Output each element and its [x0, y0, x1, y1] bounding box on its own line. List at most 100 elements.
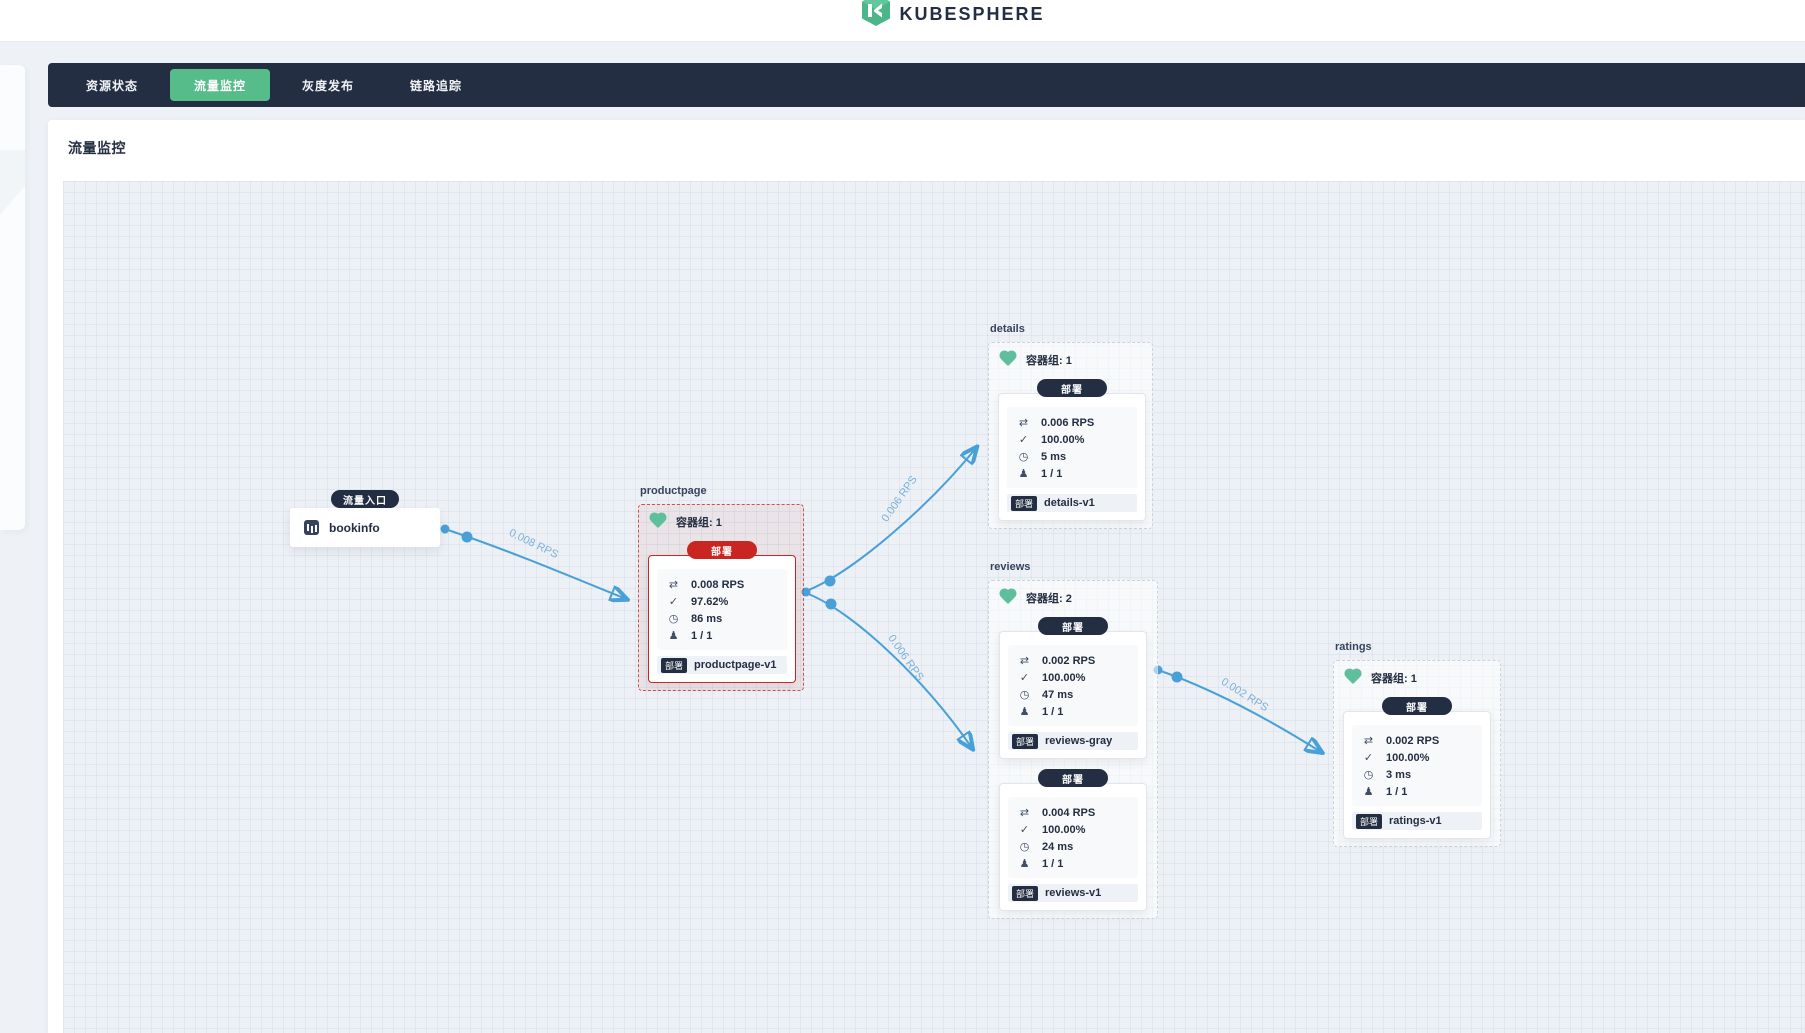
- kubesphere-logo-icon: [861, 0, 890, 26]
- workload-name: productpage-v1: [694, 659, 777, 671]
- tab-tracing[interactable]: 链路追踪: [409, 78, 462, 93]
- service-mesh-canvas[interactable]: 0.008 RPS 0.006 RPS 0.006 RPS 0.002 RPS …: [63, 181, 1805, 1033]
- node-reviews: reviews 容器组: 2 部署 ⇄ 0.002 RPS ✓ 100.00% ◷ 4…: [988, 561, 1158, 919]
- latency-value: 47 ms: [1042, 688, 1074, 701]
- edge-label: 0.002 RPS: [1218, 675, 1271, 715]
- bookinfo-card[interactable]: bookinfo: [290, 508, 440, 547]
- latency-icon: ◷: [668, 613, 679, 625]
- service-title: reviews: [990, 561, 1031, 573]
- tab-resource-status[interactable]: 资源状态: [85, 78, 138, 93]
- success-rate-value: 100.00%: [1042, 671, 1086, 684]
- replicas-value: 1 / 1: [1386, 785, 1408, 798]
- replicas-value: 1 / 1: [1042, 705, 1064, 718]
- success-rate-icon: ✓: [1019, 672, 1030, 684]
- workload-name: reviews-gray: [1045, 735, 1113, 747]
- node-bookinfo: 流量入口 bookinfo: [290, 490, 440, 547]
- top-header: KUBESPHERE: [0, 0, 1805, 42]
- traffic-entry-badge: 流量入口: [331, 490, 399, 508]
- health-heart-icon: [1000, 589, 1016, 604]
- rps-icon: ⇄: [1019, 807, 1030, 819]
- service-group[interactable]: 容器组: 1 部署 ⇄ 0.008 RPS ✓ 97.62% ◷ 86 ms ♟ 1 /…: [638, 504, 804, 691]
- deployment-pill: 部署: [687, 541, 757, 559]
- node-details: details 容器组: 1 部署 ⇄ 0.006 RPS ✓ 100.00% ◷ 5…: [988, 323, 1153, 529]
- edge-dot: [825, 598, 837, 610]
- traffic-edges: [440, 181, 1805, 1033]
- background-panel-edge: [0, 65, 25, 530]
- workload-type-tag: 部署: [661, 657, 688, 673]
- success-rate-value: 97.62%: [691, 595, 729, 608]
- deployment-card[interactable]: ⇄ 0.006 RPS ✓ 100.00% ◷ 5 ms ♟ 1 / 1 部署 deta…: [998, 393, 1146, 521]
- workload-type-tag: 部署: [1011, 495, 1038, 511]
- deployment-pill: 部署: [1038, 769, 1108, 787]
- logo-text: KUBESPHERE: [899, 3, 1045, 24]
- edge-productpage-reviews: [805, 592, 972, 748]
- application-icon: [304, 520, 319, 535]
- replicas-value: 1 / 1: [1041, 467, 1063, 480]
- success-rate-icon: ✓: [1018, 434, 1029, 446]
- rps-value: 0.004 RPS: [1042, 806, 1096, 819]
- deployment-card[interactable]: ⇄ 0.008 RPS ✓ 97.62% ◷ 86 ms ♟ 1 / 1 部署 prod…: [648, 555, 796, 683]
- replicas-value: 1 / 1: [691, 629, 713, 642]
- pods-count-label: 容器组: 1: [1026, 355, 1072, 367]
- latency-value: 5 ms: [1041, 450, 1067, 463]
- edge-productpage-details: [805, 448, 976, 592]
- pods-count-label: 容器组: 1: [676, 517, 722, 529]
- health-heart-icon: [1345, 669, 1361, 684]
- rps-icon: ⇄: [668, 579, 679, 591]
- node-ratings: ratings 容器组: 1 部署 ⇄ 0.002 RPS ✓ 100.00% ◷ 3…: [1333, 641, 1501, 847]
- edge-bookinfo-productpage: [441, 527, 626, 599]
- replicas-icon: ♟: [1018, 468, 1029, 480]
- service-group[interactable]: 容器组: 2 部署 ⇄ 0.002 RPS ✓ 100.00% ◷ 47 ms ♟ 1 …: [988, 580, 1158, 919]
- service-title: productpage: [640, 485, 707, 497]
- workload-name: ratings-v1: [1389, 815, 1442, 827]
- service-group[interactable]: 容器组: 1 部署 ⇄ 0.002 RPS ✓ 100.00% ◷ 3 ms ♟ 1 /…: [1333, 660, 1501, 847]
- rps-icon: ⇄: [1363, 735, 1374, 747]
- pods-count-label: 容器组: 1: [1371, 673, 1417, 685]
- traffic-monitoring-panel: 流量监控 0.008 RPS 0.006 RPS 0.006 RPS 0.0: [48, 120, 1805, 1033]
- rps-value: 0.002 RPS: [1042, 654, 1096, 667]
- deployment-card[interactable]: ⇄ 0.002 RPS ✓ 100.00% ◷ 3 ms ♟ 1 / 1 部署 rati…: [1343, 711, 1491, 839]
- latency-icon: ◷: [1018, 451, 1029, 463]
- edge-label: 0.006 RPS: [885, 632, 926, 684]
- workload-type-tag: 部署: [1012, 733, 1039, 749]
- rps-value: 0.008 RPS: [691, 578, 745, 591]
- deployment-pill: 部署: [1382, 697, 1452, 715]
- tab-gray-release[interactable]: 灰度发布: [301, 78, 354, 93]
- replicas-icon: ♟: [1019, 706, 1030, 718]
- detail-tabbar: 资源状态 流量监控 灰度发布 链路追踪: [48, 63, 1805, 107]
- edge-label: 0.008 RPS: [507, 526, 561, 562]
- service-title: ratings: [1335, 641, 1372, 653]
- tab-traffic-monitoring[interactable]: 流量监控: [170, 69, 270, 101]
- replicas-icon: ♟: [668, 630, 679, 642]
- deployment-pill: 部署: [1038, 617, 1108, 635]
- deployment-card[interactable]: ⇄ 0.004 RPS ✓ 100.00% ◷ 24 ms ♟ 1 / 1 部署 rev…: [999, 783, 1147, 911]
- workload-name: reviews-v1: [1045, 887, 1102, 899]
- workload-type-tag: 部署: [1356, 813, 1383, 829]
- latency-icon: ◷: [1019, 689, 1030, 701]
- rps-value: 0.002 RPS: [1386, 734, 1440, 747]
- rps-value: 0.006 RPS: [1041, 416, 1095, 429]
- latency-icon: ◷: [1363, 769, 1374, 781]
- workload-name: details-v1: [1044, 497, 1095, 509]
- replicas-icon: ♟: [1019, 858, 1030, 870]
- deployment-card[interactable]: ⇄ 0.002 RPS ✓ 100.00% ◷ 47 ms ♟ 1 / 1 部署 rev…: [999, 631, 1147, 759]
- entry-name: bookinfo: [329, 520, 380, 535]
- rps-icon: ⇄: [1018, 417, 1029, 429]
- service-group[interactable]: 容器组: 1 部署 ⇄ 0.006 RPS ✓ 100.00% ◷ 5 ms ♟ 1 /…: [988, 342, 1153, 529]
- panel-title: 流量监控: [68, 140, 126, 156]
- success-rate-value: 100.00%: [1386, 751, 1430, 764]
- deployment-pill: 部署: [1037, 379, 1107, 397]
- success-rate-value: 100.00%: [1041, 433, 1085, 446]
- service-title: details: [990, 323, 1025, 335]
- kubesphere-logo[interactable]: KUBESPHERE: [861, 0, 1045, 27]
- edge-dot: [440, 524, 450, 534]
- node-productpage: productpage 容器组: 1 部署 ⇄ 0.008 RPS ✓ 97.62%…: [638, 485, 804, 691]
- edge-reviews-ratings: [1157, 669, 1321, 752]
- latency-icon: ◷: [1019, 841, 1030, 853]
- success-rate-value: 100.00%: [1042, 823, 1086, 836]
- health-heart-icon: [650, 513, 666, 528]
- background-wedge: [0, 150, 25, 215]
- success-rate-icon: ✓: [668, 596, 679, 608]
- edge-dot: [1171, 671, 1183, 683]
- edge-dot: [461, 531, 473, 543]
